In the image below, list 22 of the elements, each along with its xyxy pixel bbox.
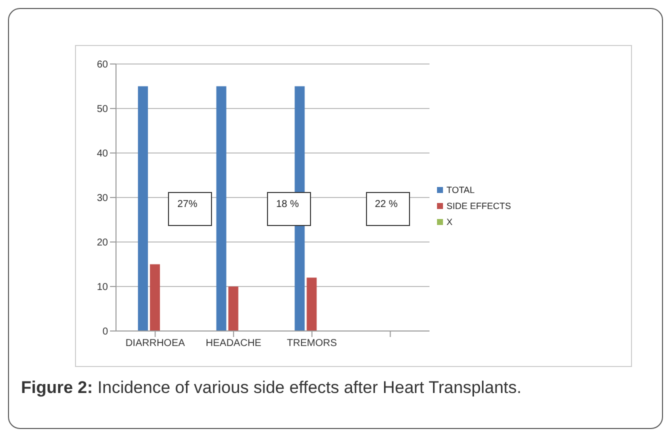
x-tick-label: DIARRHOEA — [125, 338, 186, 350]
legend-label: TOTAL — [445, 184, 476, 197]
y-tick-label: 0 — [102, 326, 108, 338]
y-tick-label: 30 — [96, 193, 108, 204]
annotation: 27% — [177, 199, 198, 210]
y-tick-label: 50 — [96, 104, 108, 116]
legend-label: X — [445, 216, 454, 229]
x-tick-label: HEADACHE — [206, 338, 262, 350]
bar — [228, 286, 238, 331]
bar — [150, 264, 160, 331]
bar — [138, 86, 148, 331]
annotation: 22 % — [374, 199, 398, 210]
bar — [306, 278, 317, 331]
y-tick-label: 40 — [96, 148, 108, 160]
caption: Figure 2: Incidence of various side effects after Heart Transplants. — [21, 377, 522, 399]
y-tick-label: 20 — [96, 238, 108, 249]
x-tick-label: TREMORS — [286, 338, 338, 350]
annotation: 18 % — [276, 199, 299, 210]
y-tick-label: 60 — [96, 60, 108, 71]
bar — [216, 86, 226, 331]
y-tick-label: 10 — [96, 282, 108, 294]
legend-label: SIDE EFFECTS — [445, 200, 511, 213]
